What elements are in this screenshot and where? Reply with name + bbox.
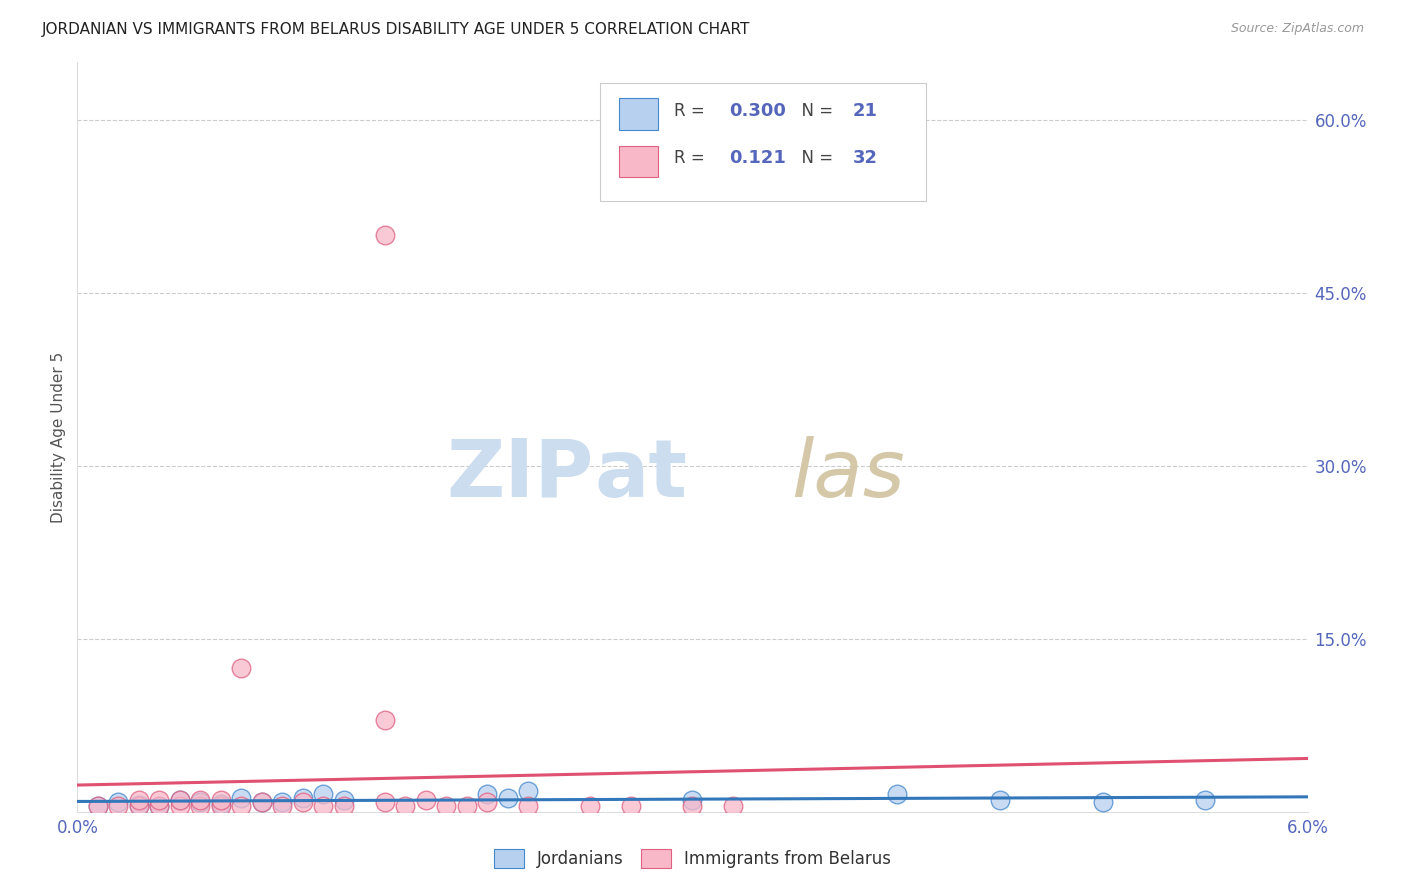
Point [517, 784, 540, 798]
Point [190, 799, 212, 814]
Point [169, 793, 191, 807]
Bar [619, 145, 658, 178]
Legend: Jordanians, Immigrants from Belarus: Jordanians, Immigrants from Belarus [488, 842, 897, 874]
Point [682, 793, 704, 807]
Point [148, 793, 170, 807]
Point [312, 799, 335, 814]
Point [415, 793, 437, 807]
Point [374, 228, 396, 243]
Point [333, 799, 356, 814]
Point [477, 788, 499, 802]
Point [87, 799, 110, 814]
Point [682, 799, 704, 814]
Point [620, 799, 643, 814]
Text: R =: R = [673, 149, 716, 168]
Point [231, 799, 253, 814]
Text: 32: 32 [852, 149, 877, 168]
Point [374, 796, 396, 810]
Y-axis label: Disability Age Under 5: Disability Age Under 5 [51, 351, 66, 523]
Point [436, 799, 458, 814]
Point [291, 790, 314, 805]
Point [231, 660, 253, 674]
Point [312, 788, 335, 802]
Point [190, 793, 212, 807]
Text: N =: N = [792, 149, 838, 168]
Point [209, 793, 232, 807]
Point [190, 796, 212, 810]
Point [128, 799, 150, 814]
Point [477, 796, 499, 810]
Point [271, 799, 294, 814]
Point [128, 793, 150, 807]
Point [250, 796, 273, 810]
Point [148, 799, 170, 814]
Bar [619, 98, 658, 130]
Point [374, 713, 396, 727]
Text: 0.121: 0.121 [730, 149, 786, 168]
Text: 0.300: 0.300 [730, 103, 786, 120]
Point [1091, 796, 1114, 810]
Point [886, 788, 908, 802]
Text: JORDANIAN VS IMMIGRANTS FROM BELARUS DISABILITY AGE UNDER 5 CORRELATION CHART: JORDANIAN VS IMMIGRANTS FROM BELARUS DIS… [42, 22, 751, 37]
Point [209, 797, 232, 811]
Text: 21: 21 [852, 103, 877, 120]
Point [271, 796, 294, 810]
Point [169, 799, 191, 814]
Point [209, 799, 232, 814]
Text: ZIP: ZIP [447, 435, 595, 514]
Point [988, 793, 1011, 807]
Point [333, 793, 356, 807]
Text: R =: R = [673, 103, 710, 120]
Point [231, 790, 253, 805]
Point [291, 796, 314, 810]
Point [496, 790, 519, 805]
Text: N =: N = [792, 103, 838, 120]
FancyBboxPatch shape [600, 83, 927, 201]
Point [579, 799, 602, 814]
Point [128, 797, 150, 812]
Point [723, 799, 745, 814]
Point [394, 799, 416, 814]
Text: Source: ZipAtlas.com: Source: ZipAtlas.com [1230, 22, 1364, 36]
Point [87, 799, 110, 814]
Point [517, 799, 540, 814]
Point [1194, 793, 1216, 807]
Point [169, 793, 191, 807]
Text: las: las [792, 435, 904, 514]
Point [456, 799, 478, 814]
Point [148, 799, 170, 814]
Point [107, 799, 129, 814]
Point [250, 796, 273, 810]
Point [107, 796, 129, 810]
Text: at: at [595, 435, 688, 514]
